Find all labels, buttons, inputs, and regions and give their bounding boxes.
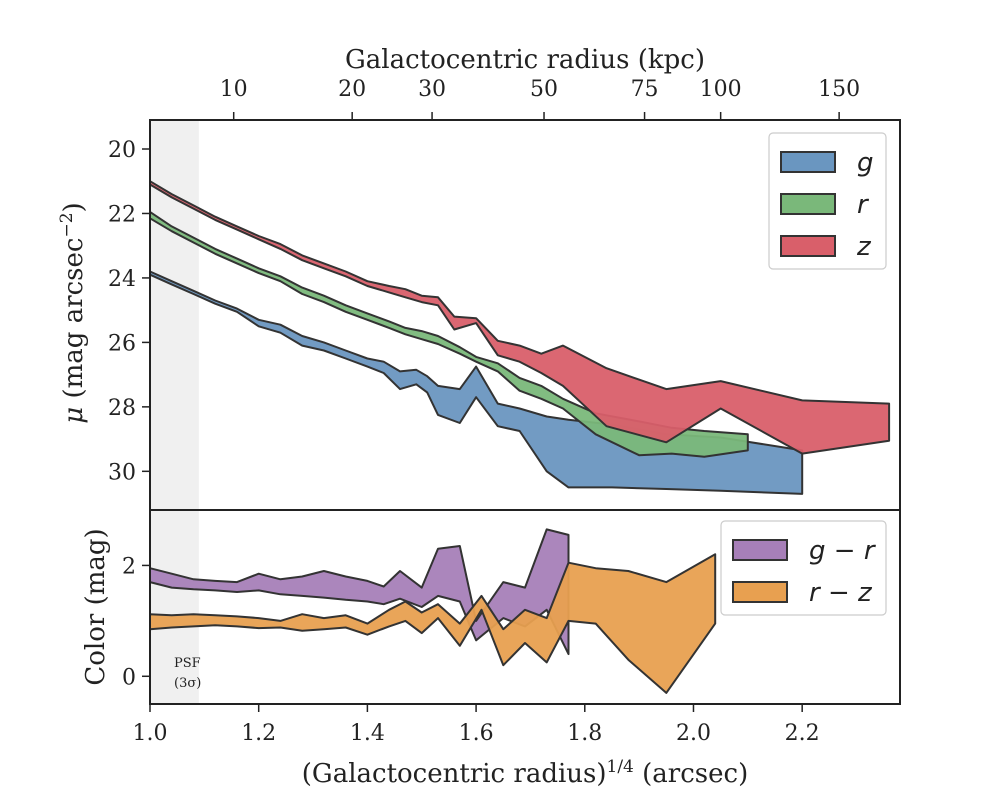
- color-areas: [149, 528, 717, 694]
- color-panel: 02 1.0 1.2 1.4 1.6 1.8 2.0 2.2 g − rr − z PSF …: [122, 509, 901, 746]
- x-axis-title-sup: 1/4: [607, 757, 634, 777]
- color-y-tick-label: 2: [122, 554, 136, 579]
- x-axis-title: (Galactocentric radius)1/4 (arcsec): [302, 757, 748, 789]
- bottom-panel-frame: [149, 509, 901, 705]
- top-secondary-x-ticks: 10 20 30 50 75 100 150: [220, 77, 860, 120]
- legend-swatch: [780, 193, 836, 215]
- top-x-tick-label: 75: [631, 77, 659, 102]
- legend-label: r − z: [809, 578, 873, 608]
- y-tick-label: 24: [108, 267, 136, 292]
- top-y-ticks: 20 22 24 26 28 30: [108, 138, 150, 485]
- legend-swatch: [732, 539, 788, 561]
- top-legend: grz: [768, 132, 887, 270]
- top-x-tick-label: 150: [818, 77, 860, 102]
- band-color-1: [149, 553, 717, 694]
- x-axis-title-main: (Galactocentric radius): [302, 759, 607, 789]
- band-z: [149, 180, 891, 455]
- y-axis-mu: μ: [59, 407, 89, 424]
- bottom-x-ticks: 1.0 1.2 1.4 1.6 1.8 2.0 2.2: [133, 704, 820, 746]
- surface-brightness-panel: 20 22 24 26 28 30 10 20 30 50 75 100 150 grz: [108, 77, 901, 511]
- top-x-axis-title: Galactocentric radius (kpc): [345, 45, 705, 75]
- x-tick-label: 2.0: [676, 721, 711, 746]
- x-tick-label: 1.8: [567, 721, 602, 746]
- legend-label: r: [857, 190, 870, 220]
- top-x-tick-label: 50: [530, 77, 558, 102]
- x-tick-label: 1.6: [459, 721, 494, 746]
- y-axis-unit: (mag arcsec: [59, 238, 89, 407]
- x-tick-label: 1.0: [133, 721, 168, 746]
- band-r: [149, 210, 749, 458]
- legend-swatch: [780, 151, 836, 173]
- top-x-tick-label: 20: [338, 77, 366, 102]
- psf-band-rect: [150, 121, 199, 509]
- x-tick-label: 2.2: [785, 721, 820, 746]
- legend-label: g − r: [809, 536, 877, 566]
- top-x-tick-label: 10: [220, 77, 248, 102]
- psf-label-line1: PSF: [174, 656, 201, 671]
- legend-label: g: [857, 148, 874, 178]
- y-tick-label: 20: [108, 138, 136, 163]
- y-tick-label: 22: [108, 202, 136, 227]
- legend-label: z: [856, 232, 872, 262]
- psf-label-line2: (3σ): [174, 676, 201, 691]
- top-x-tick-label: 100: [700, 77, 742, 102]
- bottom-y-ticks: 02: [122, 554, 150, 690]
- y-axis-close: ): [59, 202, 89, 212]
- y-tick-label: 28: [108, 396, 136, 421]
- psf-band-bottom: [150, 511, 199, 703]
- band-color-0: [149, 528, 570, 656]
- legend-swatch: [732, 581, 788, 603]
- top-x-tick-label: 30: [418, 77, 446, 102]
- psf-band-rect-bottom: [150, 511, 199, 703]
- top-y-axis-title: μ (mag arcsec−2): [57, 202, 89, 423]
- y-tick-label: 26: [108, 331, 136, 356]
- x-tick-label: 1.4: [350, 721, 385, 746]
- legend-swatch: [780, 235, 836, 257]
- y-axis-sup: −2: [57, 212, 77, 237]
- x-tick-label: 1.2: [241, 721, 276, 746]
- bottom-legend: g − r r − z: [720, 520, 887, 616]
- y-tick-label: 30: [108, 460, 136, 485]
- color-y-tick-label: 0: [122, 665, 136, 690]
- surface-brightness-areas: [149, 180, 891, 495]
- bottom-y-axis-title: Color (mag): [81, 528, 111, 685]
- x-axis-title-unit: (arcsec): [634, 759, 748, 789]
- psf-band: [150, 121, 199, 509]
